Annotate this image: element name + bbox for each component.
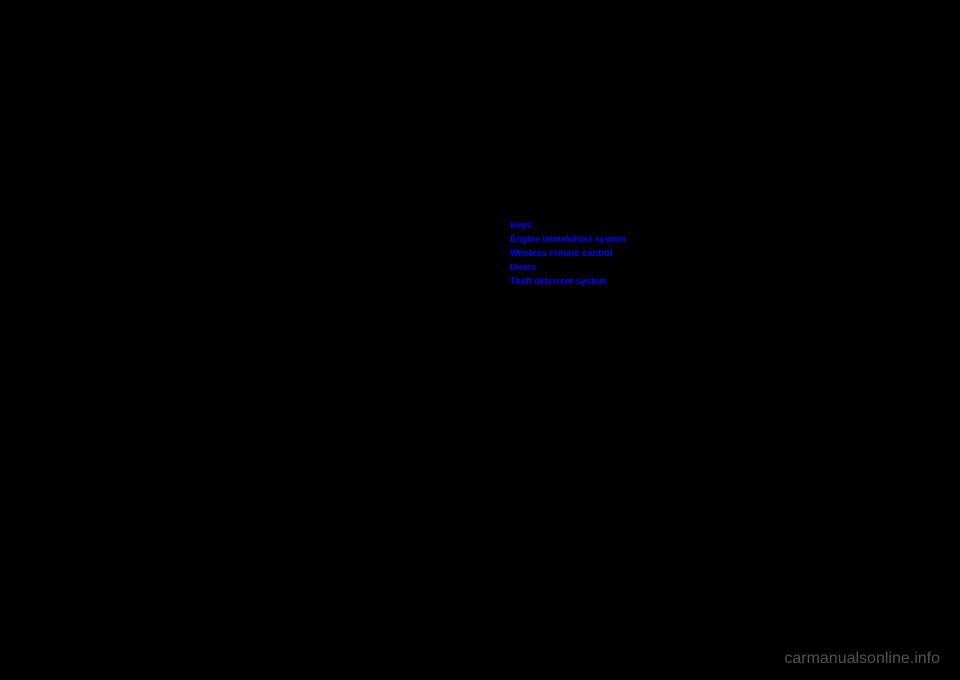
toc-link-engine-immobilizer[interactable]: Engine immobilizer system [510,232,626,246]
toc-links-container: Keys Engine immobilizer system Wireless … [510,218,626,288]
toc-link-wireless-remote[interactable]: Wireless remote control [510,246,626,260]
watermark-text: carmanualsonline.info [784,650,940,668]
toc-link-keys[interactable]: Keys [510,218,626,232]
toc-link-doors[interactable]: Doors [510,260,626,274]
toc-link-theft-deterrent[interactable]: Theft deterrent system [510,274,626,288]
